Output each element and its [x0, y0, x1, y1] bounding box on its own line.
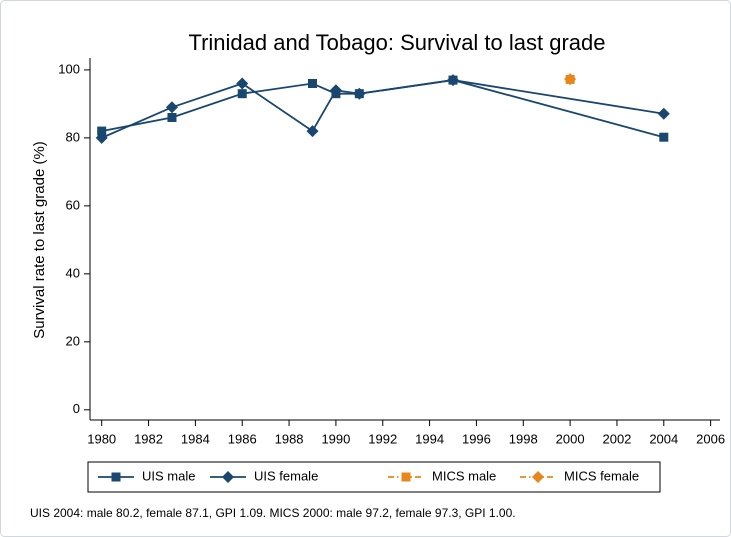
marker-diamond: [564, 73, 577, 86]
y-tick-label: 80: [66, 129, 80, 144]
marker-diamond: [329, 84, 342, 97]
legend-label: MICS female: [564, 468, 639, 483]
legend-label: UIS female: [254, 468, 318, 483]
y-tick-label: 20: [66, 333, 80, 348]
marker-diamond: [165, 101, 178, 114]
marker-diamond: [657, 107, 670, 120]
marker-diamond: [236, 77, 249, 90]
legend-marker: [532, 471, 544, 483]
marker-square: [237, 89, 247, 99]
x-tick-label: 2006: [696, 431, 725, 446]
x-tick-label: 1996: [462, 431, 491, 446]
x-tick-label: 1982: [134, 431, 163, 446]
series-line: [101, 79, 664, 139]
legend-label: UIS male: [142, 468, 195, 483]
marker-square: [307, 78, 317, 88]
x-tick-label: 1980: [87, 431, 116, 446]
legend-box: [87, 461, 661, 493]
x-tick-label: 2004: [649, 431, 678, 446]
x-tick-label: 1984: [181, 431, 210, 446]
x-tick-label: 1994: [415, 431, 444, 446]
y-tick-label: 40: [66, 265, 80, 280]
x-tick-label: 1986: [228, 431, 257, 446]
legend-label: MICS male: [432, 468, 496, 483]
x-tick-label: 1988: [275, 431, 304, 446]
legend-marker: [111, 472, 121, 482]
x-tick-label: 2000: [556, 431, 585, 446]
marker-diamond: [353, 87, 366, 100]
x-tick-label: 2002: [602, 431, 631, 446]
x-tick-label: 1992: [368, 431, 397, 446]
chart-title: Trinidad and Tobago: Survival to last gr…: [188, 30, 605, 55]
y-axis-label: Survival rate to last grade (%): [31, 141, 48, 339]
x-tick-label: 1998: [509, 431, 538, 446]
marker-square: [167, 112, 177, 122]
footnote: UIS 2004: male 80.2, female 87.1, GPI 1.…: [30, 506, 516, 520]
y-tick-label: 0: [73, 401, 80, 416]
legend-marker: [222, 471, 234, 483]
marker-square: [97, 126, 107, 136]
marker-square: [659, 132, 669, 142]
legend-marker: [401, 472, 411, 482]
x-tick-label: 1990: [321, 431, 350, 446]
marker-diamond: [306, 125, 319, 138]
y-tick-label: 100: [58, 61, 80, 76]
y-tick-label: 60: [66, 197, 80, 212]
marker-diamond: [95, 131, 108, 144]
marker-diamond: [447, 74, 460, 87]
